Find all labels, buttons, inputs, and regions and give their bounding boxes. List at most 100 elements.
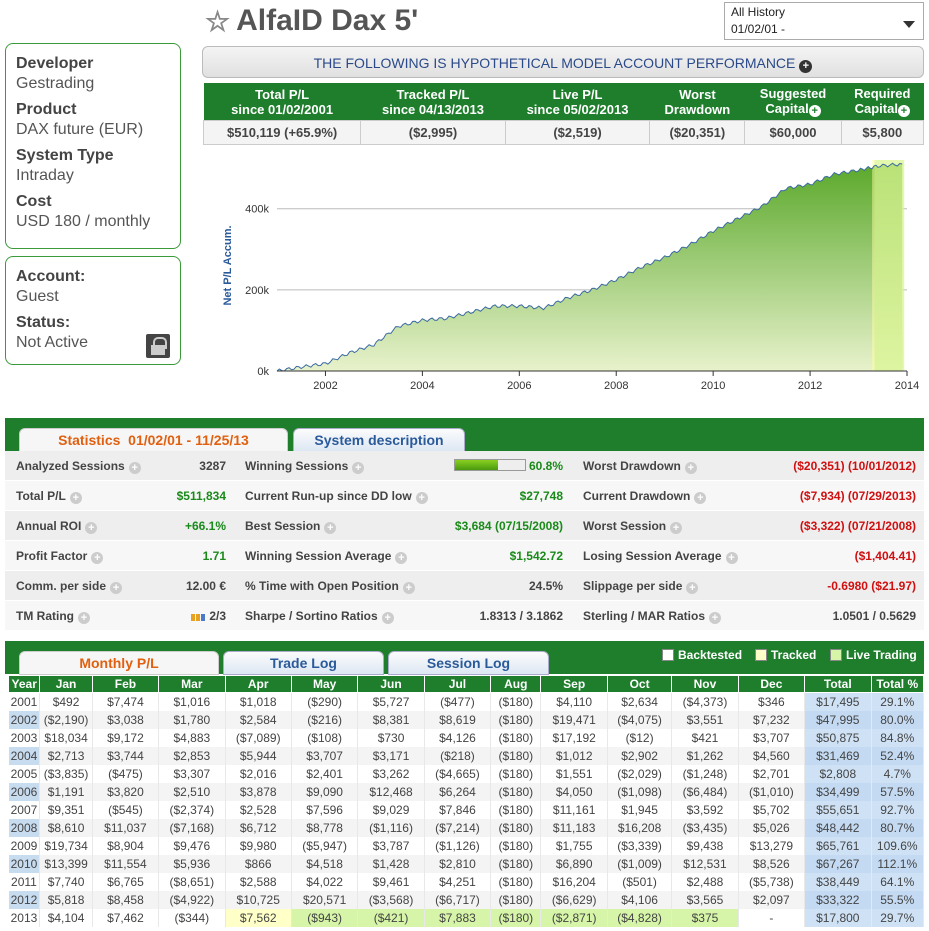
month-cell: $375 bbox=[671, 908, 739, 927]
stat-value-text: ($3,322) (07/21/2008) bbox=[799, 519, 916, 533]
month-cell: ($180) bbox=[490, 908, 542, 927]
total-cell: $31,469 bbox=[804, 746, 872, 765]
info-plus-icon[interactable]: + bbox=[128, 462, 141, 474]
tab-statistics[interactable]: Statistics 01/02/01 - 11/25/13 bbox=[19, 428, 288, 452]
legend-swatch bbox=[662, 649, 674, 661]
info-plus-icon[interactable]: + bbox=[709, 612, 722, 624]
month-cell: $4,110 bbox=[540, 692, 608, 711]
stat-row: TM Rating +2/3 Sharpe / Sortino Ratios +1.8… bbox=[5, 601, 924, 631]
month-cell: $8,458 bbox=[92, 890, 160, 909]
info-plus-icon[interactable]: + bbox=[415, 492, 428, 504]
plus-icon[interactable]: + bbox=[799, 60, 813, 73]
stat-label: Current Drawdown + bbox=[583, 481, 707, 511]
stat-label-text: Current Drawdown bbox=[583, 489, 691, 503]
lock-icon[interactable] bbox=[146, 334, 170, 358]
month-cell: ($180) bbox=[490, 872, 542, 891]
total-cell: $50,875 bbox=[804, 728, 872, 747]
info-plus-icon[interactable]: + bbox=[684, 462, 697, 474]
stat-row: Annual ROI + +66.1% Best Session + $3,684 (07… bbox=[5, 511, 924, 541]
history-range-select[interactable]: All History 01/02/01 - bbox=[724, 2, 924, 40]
winning-sessions-bar-fill bbox=[455, 460, 498, 470]
hypothetical-banner[interactable]: THE FOLLOWING IS HYPOTHETICAL MODEL ACCO… bbox=[202, 46, 924, 78]
stat-label-text: Total P/L bbox=[16, 489, 66, 503]
stat-value: 1.0501 / 0.5629 bbox=[833, 601, 916, 631]
total-cell: 109.6% bbox=[871, 836, 924, 855]
stat-label-text: Winning Session Average bbox=[245, 549, 392, 563]
legend-swatch bbox=[830, 649, 842, 661]
plus-icon[interactable]: + bbox=[808, 105, 821, 117]
summary-value: $60,000 bbox=[744, 120, 842, 145]
month-header: Feb bbox=[91, 675, 160, 693]
month-cell: ($1,126) bbox=[424, 836, 492, 855]
info-plus-icon[interactable]: + bbox=[395, 552, 408, 564]
month-cell: $1,018 bbox=[225, 692, 292, 711]
info-plus-icon[interactable]: + bbox=[352, 462, 365, 474]
plus-icon[interactable]: + bbox=[897, 105, 910, 117]
summary-value: $5,800 bbox=[840, 120, 925, 145]
month-cell: ($501) bbox=[607, 872, 673, 891]
product-value: DAX future (EUR) bbox=[16, 121, 144, 138]
month-cell: $6,765 bbox=[92, 872, 160, 891]
summary-header: Required Capital + bbox=[841, 83, 924, 121]
month-cell: $7,232 bbox=[738, 710, 806, 729]
month-cell: $5,818 bbox=[39, 890, 93, 909]
summary-header: Worst Drawdown bbox=[649, 83, 745, 121]
info-plus-icon[interactable]: + bbox=[110, 582, 123, 594]
info-plus-icon[interactable]: + bbox=[670, 522, 683, 534]
stat-value: $1,542.72 bbox=[510, 541, 563, 571]
stat-value: $511,834 bbox=[177, 481, 226, 511]
stat-value-text: $3,684 (07/15/2008) bbox=[454, 519, 563, 533]
month-cell: ($475) bbox=[92, 764, 160, 783]
x-tick-label: 2010 bbox=[701, 380, 725, 392]
info-plus-icon[interactable]: + bbox=[725, 552, 738, 564]
tab-system-description[interactable]: System description bbox=[293, 428, 465, 452]
summary-value: ($20,351) bbox=[649, 120, 746, 145]
year-cell: 2004 bbox=[8, 746, 41, 765]
table-row: 2008 $8,610 $11,037 ($7,168) $6,712 $8,778 ($1… bbox=[8, 818, 924, 837]
summary-header-line1: Total P/L bbox=[255, 86, 310, 102]
info-plus-icon[interactable]: + bbox=[78, 612, 90, 624]
tab-trade-log[interactable]: Trade Log bbox=[223, 651, 384, 675]
stat-value: 2/3 bbox=[191, 601, 226, 632]
tab-monthly-pl[interactable]: Monthly P/L bbox=[19, 651, 219, 675]
month-cell: $4,106 bbox=[607, 890, 673, 909]
stat-value-text: 1.71 bbox=[202, 549, 226, 563]
month-cell: $19,734 bbox=[39, 836, 93, 855]
tab-session-log[interactable]: Session Log bbox=[388, 651, 549, 675]
month-cell: $3,878 bbox=[225, 782, 292, 801]
month-cell: ($180) bbox=[490, 710, 542, 729]
history-select-value: 01/02/01 - bbox=[731, 22, 786, 36]
month-header: Sep bbox=[540, 675, 608, 693]
month-cell: $3,787 bbox=[357, 836, 425, 855]
month-cell: ($7,214) bbox=[424, 818, 492, 837]
legend-swatch bbox=[755, 649, 767, 661]
info-plus-icon[interactable]: + bbox=[381, 612, 394, 624]
month-cell: $7,596 bbox=[291, 800, 359, 819]
star-icon[interactable]: ☆ bbox=[205, 5, 231, 37]
status-value: Not Active bbox=[16, 334, 89, 351]
stat-label-text: Best Session bbox=[245, 519, 321, 533]
year-cell: 2009 bbox=[8, 836, 41, 855]
table-row: 2011 $7,740 $6,765 ($8,651) $2,588 $4,022 $9,4… bbox=[8, 872, 924, 891]
month-cell: $5,944 bbox=[225, 746, 292, 765]
month-cell: $12,468 bbox=[357, 782, 425, 801]
month-cell: $16,204 bbox=[540, 872, 608, 891]
info-plus-icon[interactable]: + bbox=[85, 522, 98, 534]
y-tick-label: 200k bbox=[245, 285, 269, 297]
stat-label-text: Profit Factor bbox=[16, 549, 88, 563]
banner-text: THE FOLLOWING IS HYPOTHETICAL MODEL ACCO… bbox=[313, 55, 796, 71]
info-plus-icon[interactable]: + bbox=[69, 492, 82, 504]
stat-value-text: 2/3 bbox=[209, 609, 226, 623]
info-plus-icon[interactable]: + bbox=[694, 492, 707, 504]
system-info-panel: Developer Gestrading Product DAX future … bbox=[5, 43, 181, 249]
month-cell: $2,634 bbox=[607, 692, 673, 711]
month-header: Oct bbox=[606, 675, 673, 693]
info-plus-icon[interactable]: + bbox=[402, 582, 415, 594]
info-plus-icon[interactable]: + bbox=[91, 552, 104, 564]
stat-label: Sharpe / Sortino Ratios + bbox=[245, 601, 394, 631]
stat-value-text: 12.00 € bbox=[185, 579, 226, 593]
info-plus-icon[interactable]: + bbox=[686, 582, 699, 594]
month-cell: $7,562 bbox=[225, 908, 292, 927]
info-plus-icon[interactable]: + bbox=[324, 522, 337, 534]
month-cell: $9,090 bbox=[291, 782, 359, 801]
